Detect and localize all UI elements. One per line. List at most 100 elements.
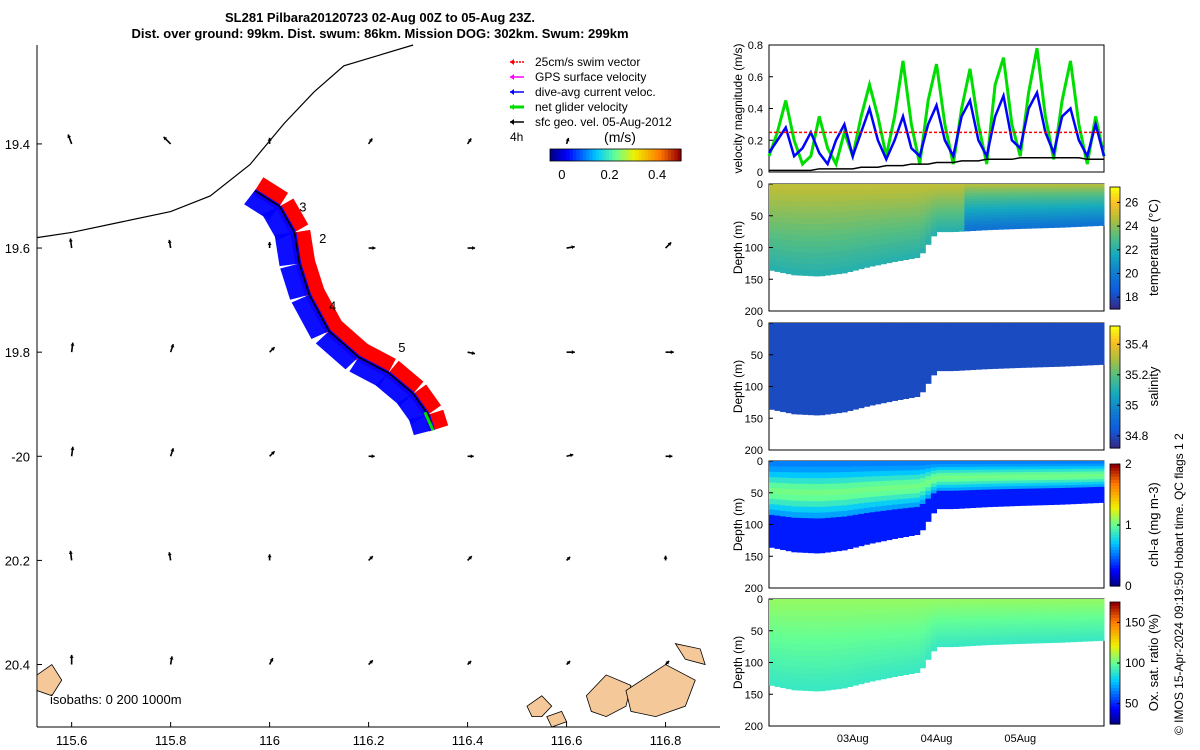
oxygen-colorbar-tick-label: 150 bbox=[1125, 615, 1145, 629]
temperature-cell bbox=[886, 203, 893, 210]
temperature-cell bbox=[863, 241, 870, 247]
salinity-cell bbox=[824, 328, 831, 335]
temperature-cell bbox=[936, 219, 943, 224]
oxygen-cell bbox=[1014, 626, 1021, 631]
oxygen-cell bbox=[1076, 617, 1083, 621]
chla-cell bbox=[903, 475, 910, 481]
chla-cell bbox=[858, 471, 865, 478]
oxygen-cell bbox=[986, 601, 993, 606]
temperature-cell bbox=[897, 184, 904, 190]
chla-cell bbox=[785, 500, 792, 507]
temperature-cell bbox=[936, 207, 943, 212]
oxygen-cell bbox=[1037, 629, 1044, 633]
temperature-cell bbox=[830, 212, 837, 219]
chla-cell bbox=[1025, 463, 1032, 468]
temperature-cell bbox=[836, 223, 843, 230]
temperature-cell bbox=[970, 207, 977, 211]
salinity-cell bbox=[875, 398, 882, 405]
temperature-cell bbox=[886, 257, 893, 264]
oxygen-cell bbox=[1003, 629, 1010, 634]
chla-cell bbox=[841, 538, 848, 545]
oxygen-cell bbox=[1064, 623, 1071, 627]
oxygen-cell bbox=[785, 632, 792, 639]
chla-cell bbox=[830, 494, 837, 502]
temperature-cell bbox=[953, 225, 960, 229]
salinity-cell bbox=[1037, 328, 1044, 332]
chla-cell bbox=[1003, 486, 1010, 490]
chla-cell bbox=[919, 478, 926, 483]
temperature-cell bbox=[808, 184, 815, 191]
chla-cell bbox=[880, 500, 887, 507]
temperature-cell bbox=[1003, 203, 1010, 207]
oxygen-cell bbox=[780, 615, 787, 622]
temperature-cell bbox=[936, 210, 943, 215]
temperature-cell bbox=[802, 229, 809, 236]
chla-cell bbox=[875, 526, 882, 533]
salinity-cell bbox=[863, 349, 870, 355]
oxygen-cell bbox=[1070, 612, 1077, 616]
chla-cell bbox=[863, 507, 870, 514]
chla-cell bbox=[875, 496, 882, 502]
chla-cell bbox=[970, 463, 977, 468]
temperature-cell bbox=[858, 226, 865, 233]
oxygen-cell bbox=[964, 625, 971, 629]
salinity-cell bbox=[958, 340, 965, 345]
oxygen-cell bbox=[1042, 629, 1049, 633]
chla-cell bbox=[791, 466, 798, 473]
oxygen-cell bbox=[808, 599, 815, 606]
temperature-cell bbox=[1053, 216, 1060, 220]
chla-cell bbox=[869, 476, 876, 482]
chla-colorbar-cell bbox=[1110, 534, 1120, 538]
temperature-cell bbox=[1092, 204, 1099, 208]
oxygen-cell bbox=[1025, 601, 1032, 606]
chla-cell bbox=[891, 533, 898, 539]
chla-cell bbox=[925, 491, 932, 496]
temperature-cell bbox=[1025, 195, 1032, 199]
salinity-cell bbox=[947, 337, 954, 342]
chla-colorbar-cell bbox=[1110, 579, 1120, 584]
temperature-cell bbox=[1098, 207, 1105, 211]
salinity-cell bbox=[824, 323, 831, 330]
temperature-cell bbox=[997, 212, 1004, 216]
salinity-cell bbox=[813, 380, 820, 387]
salinity-cell bbox=[970, 331, 977, 336]
temperature-cell bbox=[774, 222, 781, 229]
temperature-cell bbox=[1025, 219, 1032, 224]
salinity-cell bbox=[824, 362, 831, 370]
oxygen-cell bbox=[930, 631, 937, 636]
salinity-cell bbox=[791, 340, 798, 347]
oxygen-cell bbox=[769, 647, 776, 654]
temperature-cell bbox=[1031, 184, 1038, 188]
salinity-cell bbox=[808, 374, 815, 381]
temperature-cell bbox=[953, 207, 960, 212]
oxygen-cell bbox=[852, 663, 859, 670]
temperature-cell bbox=[1048, 213, 1055, 218]
salinity-cell bbox=[1042, 353, 1049, 357]
oxygen-cell bbox=[908, 636, 915, 642]
colorbar-cell bbox=[628, 149, 633, 161]
oxygen-y-tick-label: 150 bbox=[745, 689, 763, 701]
chla-cell bbox=[1076, 482, 1083, 486]
oxygen-cell bbox=[780, 626, 787, 633]
temperature-cell bbox=[903, 254, 910, 260]
temperature-cell bbox=[863, 230, 870, 237]
temperature-cell bbox=[953, 201, 960, 206]
chla-cell bbox=[942, 502, 949, 507]
time-x-tick-label: 03Aug bbox=[837, 733, 869, 745]
chla-cell bbox=[986, 503, 993, 508]
salinity-cell bbox=[791, 379, 798, 386]
salinity-cell bbox=[914, 327, 921, 333]
temperature-cell bbox=[1098, 196, 1105, 201]
oxygen-cell bbox=[942, 601, 949, 606]
temperature-cell bbox=[975, 227, 982, 231]
salinity-cell bbox=[1042, 350, 1049, 354]
oxygen-cell bbox=[847, 599, 854, 605]
oxygen-cell bbox=[1053, 612, 1060, 616]
chla-cell bbox=[1042, 496, 1049, 500]
chla-colorbar-cell bbox=[1110, 564, 1120, 569]
chla-cell bbox=[891, 509, 898, 515]
oxygen-cell bbox=[830, 661, 837, 668]
salinity-colorbar-cell bbox=[1110, 365, 1120, 370]
legend-arrowhead bbox=[510, 59, 514, 65]
oxygen-cell bbox=[1009, 615, 1016, 620]
